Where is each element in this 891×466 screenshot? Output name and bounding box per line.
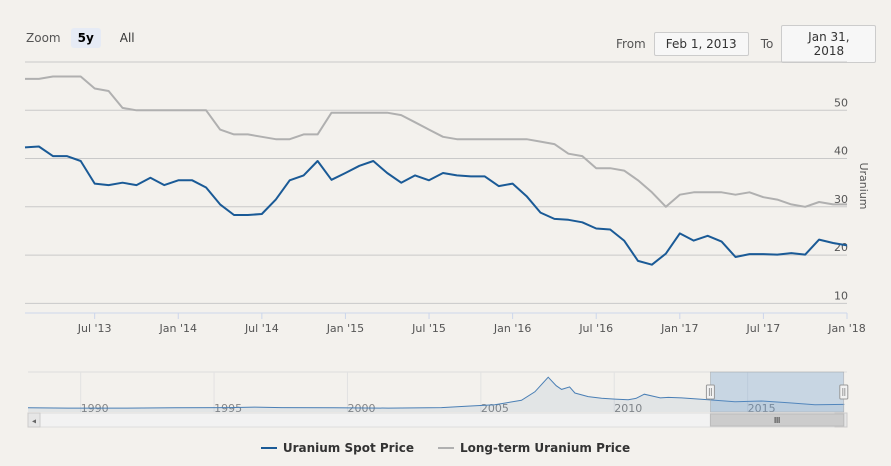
zoom-all-button[interactable]: All	[119, 31, 135, 45]
x-tick-label: Jan '14	[159, 322, 197, 335]
legend-label-spot: Uranium Spot Price	[282, 441, 414, 455]
legend-item-spot[interactable]: Uranium Spot Price	[260, 441, 414, 455]
range-selector: From Feb 1, 2013 To Jan 31, 2018	[616, 25, 877, 63]
legend: Uranium Spot Price Long-term Uranium Pri…	[0, 441, 891, 455]
scrollbar-left-button[interactable]	[27, 412, 41, 428]
x-tick-label: Jan '17	[660, 322, 698, 335]
scroll-left-arrow-icon: ◂	[32, 417, 36, 426]
navigator-series-area	[28, 377, 845, 412]
navigator-series-line	[27, 376, 845, 409]
x-tick-label: Jul '16	[578, 322, 613, 335]
y-tick-label: 50	[834, 96, 848, 109]
to-date-input[interactable]: Jan 31, 2018	[781, 25, 877, 63]
y-axis-title: Uranium	[857, 162, 870, 209]
legend-item-long-term[interactable]: Long-term Uranium Price	[437, 441, 631, 455]
navigator-handle-right[interactable]	[839, 384, 849, 400]
x-tick-label: Jan '16	[493, 322, 531, 335]
zoom-bar: Zoom 5y All	[26, 27, 154, 49]
navigator-tick-label: 1995	[214, 402, 242, 415]
zoom-5y-button[interactable]: 5y	[70, 28, 101, 48]
legend-label-long-term: Long-term Uranium Price	[459, 441, 631, 455]
y-tick-label: 30	[834, 193, 848, 206]
from-label: From	[616, 37, 646, 51]
series-line-long-term-price	[25, 75, 847, 208]
navigator-handle-left[interactable]	[705, 384, 715, 400]
x-tick-label: Jul '13	[77, 322, 112, 335]
from-date-input[interactable]: Feb 1, 2013	[653, 32, 749, 56]
navigator-selected-range[interactable]	[710, 371, 845, 413]
series-line-spot-price	[24, 145, 848, 266]
navigator-tick-label: 2000	[347, 402, 375, 415]
y-tick-label: 10	[834, 289, 848, 302]
legend-swatch-long-term	[437, 447, 454, 449]
y-tick-label: 40	[834, 145, 848, 158]
x-tick-label: Jan '18	[827, 322, 865, 335]
x-tick-label: Jul '14	[244, 322, 279, 335]
x-tick-label: Jul '15	[411, 322, 446, 335]
zoom-label: Zoom	[26, 31, 61, 45]
to-label: To	[760, 37, 774, 51]
legend-swatch-spot	[260, 447, 277, 449]
navigator-tick-label: 2010	[614, 402, 642, 415]
x-tick-label: Jul '17	[746, 322, 781, 335]
x-tick-label: Jan '15	[326, 322, 364, 335]
